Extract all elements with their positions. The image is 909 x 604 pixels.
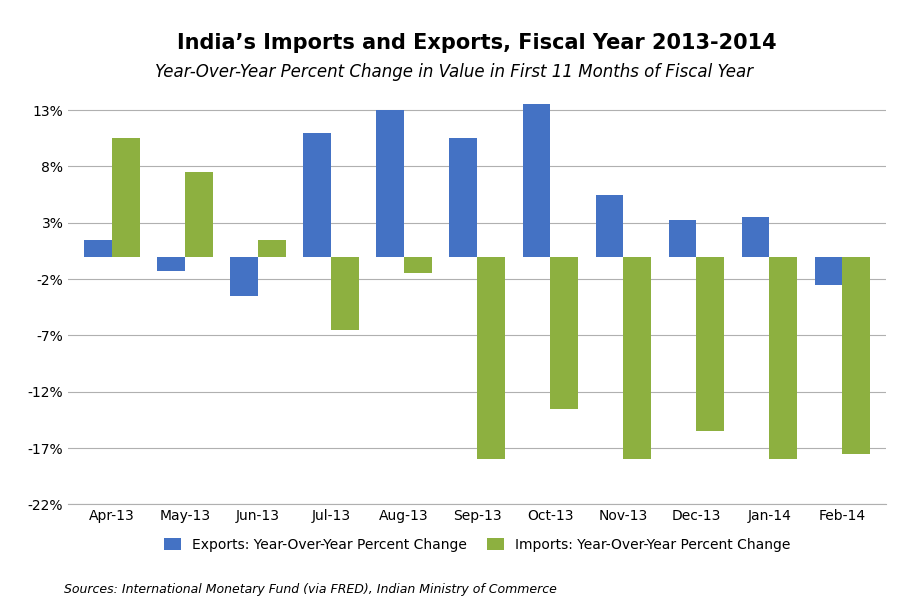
Text: Year-Over-Year Percent Change in Value in First 11 Months of Fiscal Year: Year-Over-Year Percent Change in Value i…	[155, 63, 754, 82]
Text: Sources: International Monetary Fund (via FRED), Indian Ministry of Commerce: Sources: International Monetary Fund (vi…	[64, 583, 556, 596]
Bar	[814, 257, 843, 284]
Title: India’s Imports and Exports, Fiscal Year 2013-2014: India’s Imports and Exports, Fiscal Year…	[177, 33, 777, 53]
Bar	[449, 138, 477, 257]
Bar	[157, 257, 185, 271]
Bar	[595, 194, 624, 257]
Bar	[185, 172, 213, 257]
Bar	[696, 257, 724, 431]
Bar	[405, 257, 432, 274]
Bar	[843, 257, 870, 454]
Bar	[304, 133, 331, 257]
Bar	[112, 138, 140, 257]
Bar	[331, 257, 359, 330]
Bar	[258, 240, 285, 257]
Bar	[230, 257, 258, 296]
Bar	[376, 110, 405, 257]
Bar	[769, 257, 797, 459]
Bar	[742, 217, 769, 257]
Bar	[669, 220, 696, 257]
Bar	[477, 257, 505, 459]
Bar	[85, 240, 112, 257]
Legend: Exports: Year-Over-Year Percent Change, Imports: Year-Over-Year Percent Change: Exports: Year-Over-Year Percent Change, …	[164, 538, 791, 551]
Bar	[523, 104, 550, 257]
Bar	[624, 257, 651, 459]
Bar	[550, 257, 578, 408]
